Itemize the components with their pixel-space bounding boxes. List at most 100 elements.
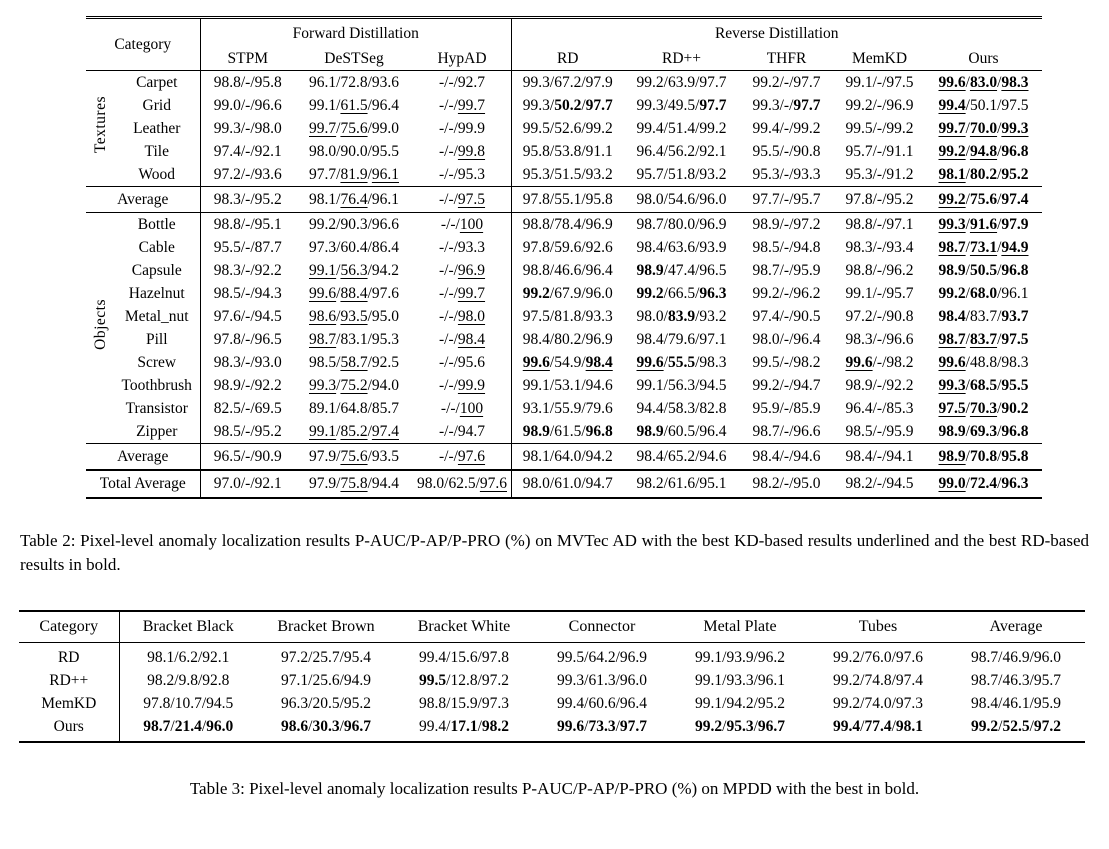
- metric-value: 97.6: [895, 649, 923, 667]
- metric-value: -: [245, 191, 251, 208]
- metric-value: 78.4: [554, 216, 582, 233]
- metric-cell: 99.2/-/94.7: [752, 377, 821, 394]
- metric-cell: 97.9/75.6/93.5: [295, 443, 413, 471]
- column-header-tubes: Tubes: [809, 611, 947, 644]
- metric-value: 59.6: [554, 239, 582, 256]
- section-label-cell: Objects: [86, 213, 114, 444]
- metric-value: 99.2: [699, 120, 727, 137]
- metric-value: 95.0: [371, 308, 399, 325]
- metric-value: -: [876, 166, 883, 183]
- metric-value: 96.0: [699, 191, 727, 208]
- metric-value: 93.4: [886, 239, 914, 256]
- metric-value: -: [448, 262, 454, 279]
- metric-cell: 98.9/50.5/96.8: [938, 262, 1029, 279]
- metric-value: 95.7: [845, 143, 873, 160]
- metric-value: 98.2: [752, 475, 780, 492]
- metric-value: 96.4: [619, 695, 647, 713]
- metric-value: 9.8: [178, 672, 198, 690]
- table-row: MemKD 97.8/10.7/94.5 96.3/20.5/95.2 98.8/15…: [19, 692, 1085, 716]
- metric-value: 99.9: [457, 120, 486, 137]
- metric-value: -: [876, 354, 883, 371]
- metric-value: 98.7: [971, 672, 999, 690]
- metric-value: 99.4: [419, 649, 447, 667]
- metric-value: 99.4: [419, 718, 447, 736]
- metric-value: 92.1: [254, 143, 282, 160]
- metric-cell: -/-/100: [413, 212, 512, 236]
- metric-value: 98.1: [309, 191, 337, 208]
- metric-value: 98.8: [213, 216, 241, 233]
- metric-value: 69.5: [254, 400, 282, 417]
- metric-cell: 98.0/90.0/95.5: [309, 143, 399, 160]
- metric-value: -: [783, 423, 790, 440]
- metric-cell: -/-/97.5: [413, 186, 512, 213]
- metric-cell: 99.2/-/96.2: [752, 285, 821, 302]
- metric-value: 80.2: [554, 331, 582, 348]
- metric-value: 50.2: [554, 97, 582, 114]
- metric-value: -: [783, 331, 790, 348]
- metric-value: 97.8: [522, 191, 550, 208]
- metric-value: 10.7: [174, 695, 202, 713]
- metric-value: 82.5: [213, 400, 241, 417]
- metric-value: 83.1: [340, 331, 368, 348]
- metric-cell: 98.5/58.7/92.5: [309, 354, 399, 371]
- metric-value: 98.2: [147, 672, 175, 690]
- metric-value: 72.8: [340, 74, 368, 91]
- metric-value: -: [245, 423, 251, 440]
- metric-value: 99.1: [845, 285, 873, 302]
- metric-value: 97.1: [281, 672, 309, 690]
- metric-value: 97.5: [938, 400, 966, 417]
- metric-cell: 96.4/-/85.3: [845, 400, 914, 417]
- metric-value: 93.3: [726, 672, 754, 690]
- metric-value: 95.8: [522, 143, 550, 160]
- metric-value: -: [438, 143, 445, 160]
- metric-value: 65.2: [667, 448, 696, 465]
- metric-value: 98.1: [522, 448, 550, 465]
- metric-value: 98.8: [213, 74, 241, 91]
- metric-value: 95.3: [726, 718, 754, 736]
- metric-value: -: [783, 262, 790, 279]
- metric-value: -: [783, 120, 790, 137]
- metric-value: 99.8: [457, 143, 486, 160]
- column-header-hypad: HypAD: [413, 47, 512, 71]
- metric-value: 76.4: [340, 191, 368, 208]
- metric-cell: 98.8/15.9/97.3: [419, 695, 509, 713]
- metric-value: 97.6: [479, 475, 507, 492]
- metric-value: 97.9: [585, 74, 613, 91]
- metric-cell: 95.5/-/87.7: [213, 239, 282, 256]
- metric-value: 97.9: [1001, 216, 1029, 233]
- metric-cell: 98.4/79.6/97.1: [636, 331, 727, 348]
- metric-cell: 97.5/70.3/90.2: [938, 400, 1029, 417]
- metric-cell: 99.1/93.3/96.1: [695, 672, 785, 690]
- table-mpdd-results: Category Bracket Black Bracket Brown Bracke…: [19, 610, 1085, 744]
- metric-value: 98.3: [213, 191, 241, 208]
- metric-value: 98.1: [938, 166, 966, 183]
- metric-value: 98.8: [522, 262, 550, 279]
- metric-value: 99.4: [752, 120, 780, 137]
- metric-value: 99.3: [557, 672, 585, 690]
- metric-cell: 98.9/-/92.2: [845, 377, 914, 394]
- metric-value: 93.1: [522, 400, 550, 417]
- metric-cell: 98.4/63.6/93.9: [636, 239, 727, 256]
- metric-value: 49.5: [667, 97, 696, 114]
- metric-value: -: [438, 262, 445, 279]
- metric-value: 96.7: [757, 718, 785, 736]
- metric-value: 98.0: [636, 191, 664, 208]
- metric-value: 99.0: [938, 475, 966, 492]
- metric-value: 96.5: [254, 331, 282, 348]
- metric-value: 98.3: [699, 354, 727, 371]
- metric-value: 83.9: [667, 308, 696, 325]
- metric-cell: 99.2/94.8/96.8: [938, 143, 1029, 160]
- table-row: Wood 97.2/-/93.6 97.7/81.9/96.1 -/-/95.3 95.…: [86, 163, 1042, 187]
- metric-cell: 98.1/6.2/92.1: [147, 649, 230, 667]
- metric-value: 70.8: [969, 448, 998, 465]
- metric-value: -: [876, 377, 883, 394]
- metric-value: 96.4: [845, 400, 873, 417]
- metric-value: 90.9: [254, 448, 282, 465]
- metric-value: -: [245, 239, 251, 256]
- metric-value: 99.2: [752, 285, 780, 302]
- metric-value: 94.3: [254, 285, 282, 302]
- metric-cell: 96.3/20.5/95.2: [281, 695, 371, 713]
- metric-cell: 99.6/55.5/98.3: [636, 354, 727, 371]
- metric-value: 97.5: [457, 191, 486, 208]
- metric-value: -: [438, 74, 445, 91]
